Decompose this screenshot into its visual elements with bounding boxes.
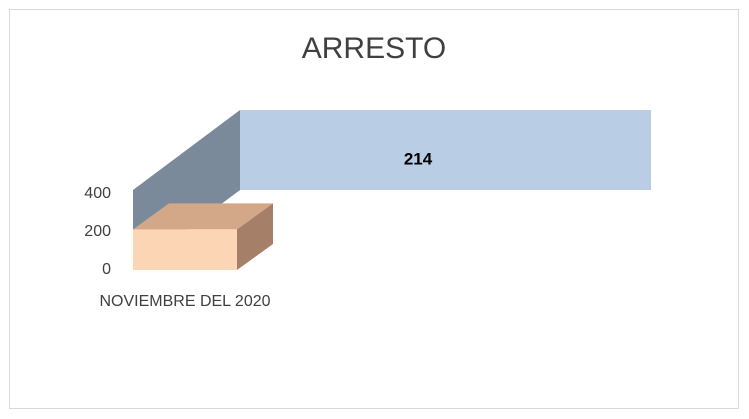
back-wall [240, 110, 651, 190]
bar-top [133, 203, 273, 230]
x-tick-label: NOVIEMBRE DEL 2020 [99, 293, 270, 310]
y-tick-label: 200 [84, 223, 111, 240]
bar-side [237, 203, 273, 270]
data-label: 214 [404, 149, 433, 168]
chart-title: ARRESTO [302, 32, 446, 65]
y-tick-label: 400 [84, 185, 111, 202]
chart-border [9, 9, 739, 409]
bar [133, 229, 237, 270]
y-tick-label: 0 [102, 261, 111, 278]
